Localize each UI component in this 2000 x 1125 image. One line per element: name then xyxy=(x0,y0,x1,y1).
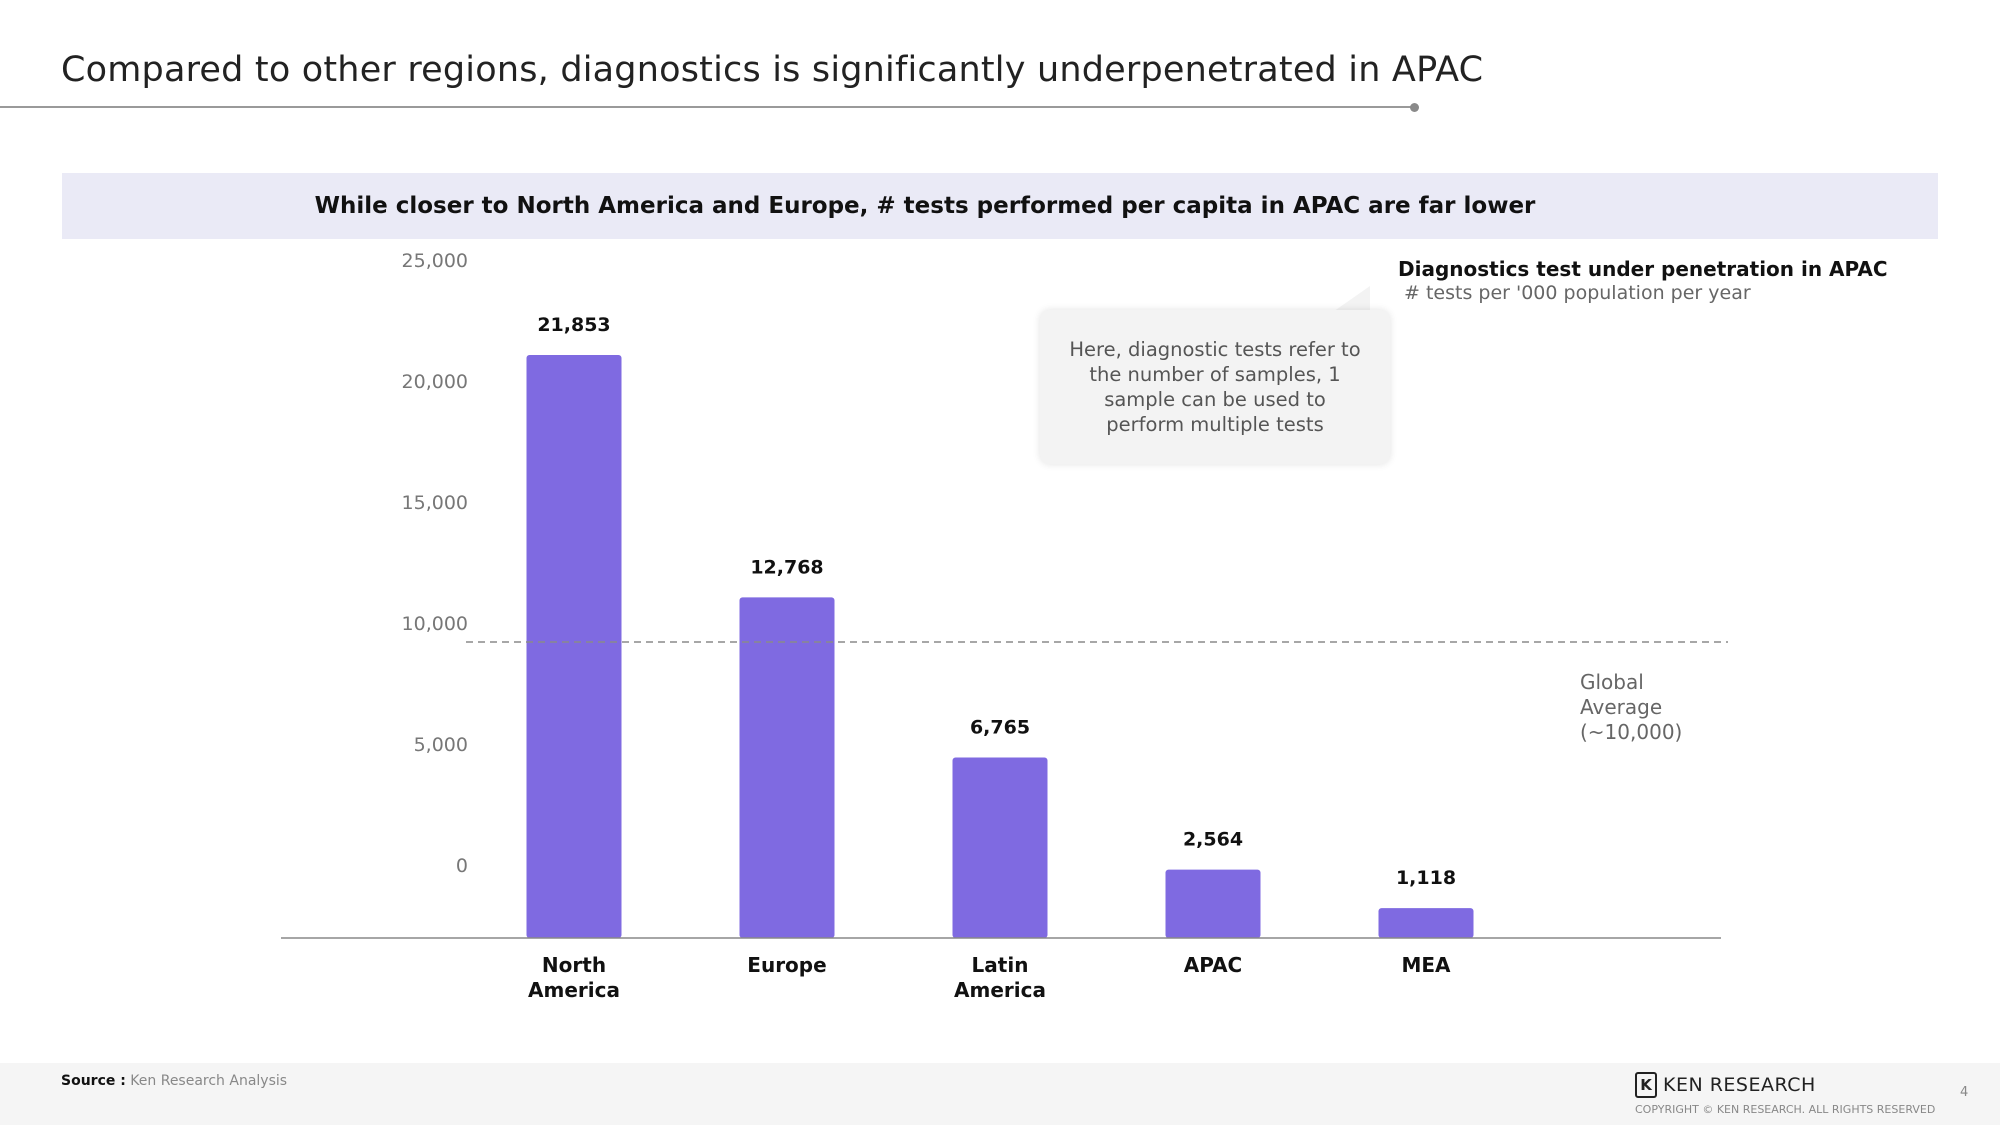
y-tick-label: 10,000 xyxy=(402,613,468,635)
subtitle-banner: While closer to North America and Europe… xyxy=(62,173,1938,239)
page-number: 4 xyxy=(1960,1085,1969,1100)
x-tick-label: Latin xyxy=(972,953,1029,977)
title-divider-dot xyxy=(1410,103,1419,112)
title-divider xyxy=(0,106,1415,108)
logo-k-icon: K xyxy=(1635,1072,1657,1098)
value-label: 21,853 xyxy=(537,314,610,336)
chart-legend-title: Diagnostics test under penetration in AP… xyxy=(1398,257,1888,281)
x-tick-label: APAC xyxy=(1184,953,1242,977)
x-tick-label: North xyxy=(542,953,606,977)
callout-box: Here, diagnostic tests refer to the numb… xyxy=(1040,310,1390,464)
y-tick-label: 5,000 xyxy=(414,734,468,756)
bar-europe xyxy=(739,597,835,938)
value-label: 12,768 xyxy=(750,556,823,578)
source-note: Source : Ken Research Analysis xyxy=(61,1073,287,1089)
x-tick-label: America xyxy=(528,978,620,1002)
bar-chart: 0 5,000 10,000 15,000 20,000 25,000 21,853 12,7… xyxy=(281,250,1728,1002)
ken-research-logo: K KEN RESEARCH xyxy=(1635,1072,1816,1098)
y-tick-label: 25,000 xyxy=(402,250,468,272)
y-tick-label: 15,000 xyxy=(402,492,468,514)
y-tick-label: 0 xyxy=(456,855,468,877)
callout-text: Here, diagnostic tests refer to the numb… xyxy=(1069,338,1361,436)
value-label: 1,118 xyxy=(1396,867,1456,889)
x-tick-label: America xyxy=(954,978,1046,1002)
chart-legend-subtitle: # tests per '000 population per year xyxy=(1404,282,1751,304)
callout-tail xyxy=(1330,286,1370,314)
bar-apac xyxy=(1165,869,1261,938)
bar-north-america xyxy=(526,355,622,938)
footer-bar xyxy=(0,1063,2000,1125)
copyright-text: COPYRIGHT © KEN RESEARCH. ALL RIGHTS RES… xyxy=(1635,1103,1936,1116)
bar-latin-america xyxy=(952,757,1048,938)
bar-mea xyxy=(1378,908,1474,938)
slide-title: Compared to other regions, diagnostics i… xyxy=(61,50,1484,90)
source-text: Ken Research Analysis xyxy=(130,1073,288,1089)
global-average-label: Global Average (~10,000) xyxy=(1580,670,1683,744)
logo-text: KEN RESEARCH xyxy=(1663,1074,1816,1096)
x-tick-label: Europe xyxy=(747,953,826,977)
value-label: 6,765 xyxy=(970,717,1030,739)
value-label: 2,564 xyxy=(1183,829,1243,851)
banner-text: While closer to North America and Europe… xyxy=(314,193,1536,219)
source-label: Source : xyxy=(61,1073,126,1089)
x-tick-label: MEA xyxy=(1401,953,1451,977)
y-tick-label: 20,000 xyxy=(402,371,468,393)
